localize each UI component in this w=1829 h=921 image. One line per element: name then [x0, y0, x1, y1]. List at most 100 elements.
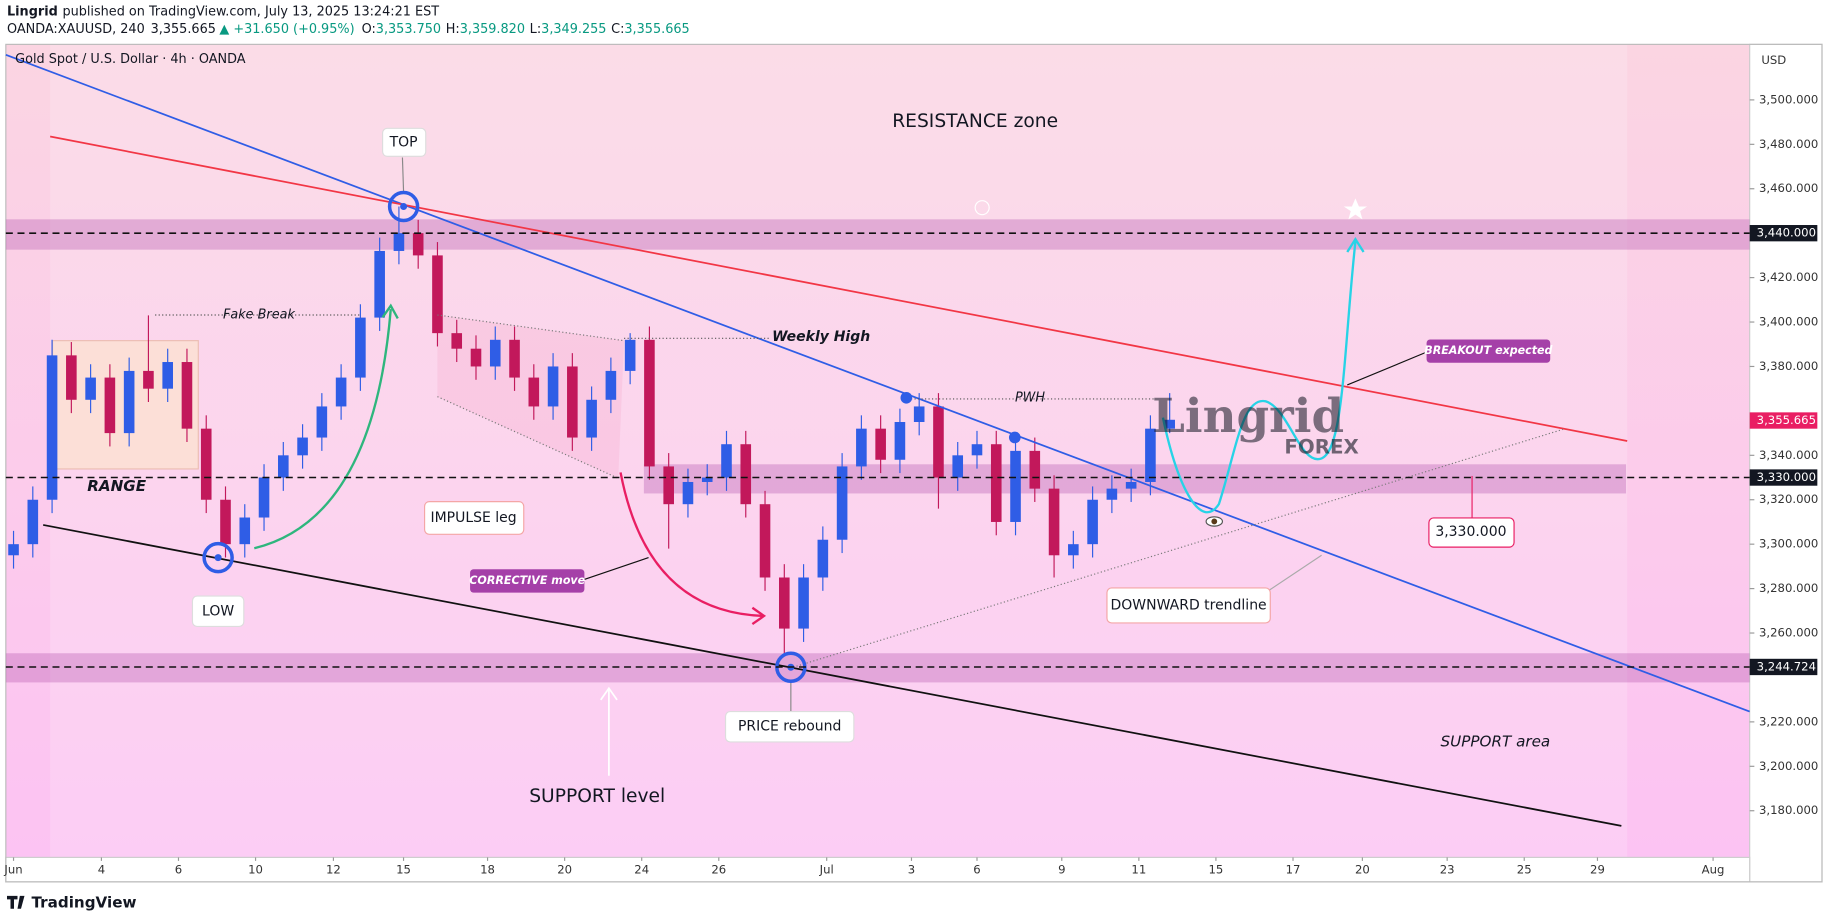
candle-body	[8, 544, 19, 556]
x-tick-label: 10	[248, 863, 263, 877]
last-price-tag	[1749, 412, 1818, 429]
ohlc-key: H:	[446, 22, 460, 37]
candle-body	[1068, 544, 1079, 556]
candle-body	[528, 377, 540, 407]
ohlc-value: 3,349.255	[541, 22, 606, 37]
label-box	[1426, 339, 1551, 363]
candle-body	[104, 377, 116, 434]
candle-body	[393, 233, 405, 251]
candle-body	[335, 377, 347, 407]
low-label: LOW	[202, 603, 234, 619]
watermark: Lingrid	[1152, 389, 1344, 444]
support-area-label: SUPPORT area	[1441, 732, 1551, 750]
candle-body	[952, 455, 964, 478]
y-tick-label: 3,380.000	[1759, 359, 1818, 373]
candle-body	[644, 339, 655, 467]
top-label: TOP	[389, 134, 418, 150]
candle-body	[432, 255, 443, 334]
change: ▲ +31.650 (+0.95%)	[219, 22, 354, 37]
candle-body	[509, 339, 520, 378]
top-marker	[387, 190, 420, 223]
candle-body	[971, 444, 983, 456]
candle-body	[200, 428, 212, 500]
time-axis	[5, 856, 1751, 883]
candle-body	[489, 339, 501, 367]
candle-body	[123, 370, 135, 434]
x-tick-label: 25	[1517, 863, 1532, 877]
y-tick-label: 3,300.000	[1759, 537, 1818, 551]
ohlc-key: C:	[611, 22, 624, 37]
downward-label: DOWNWARD trendline	[1111, 597, 1267, 613]
brand: TradingView	[31, 893, 136, 911]
resistance-band	[5, 219, 1750, 250]
candle-body	[933, 406, 944, 478]
top-dot	[400, 203, 408, 211]
x-tick-label: 15	[1209, 863, 1224, 877]
label-box	[191, 595, 245, 628]
candle-body	[894, 421, 906, 460]
label-box	[1428, 517, 1515, 548]
level-tag	[1749, 225, 1818, 242]
candle-body	[759, 504, 771, 578]
ohlc-key: O:	[362, 22, 376, 37]
x-tick-label: 24	[634, 863, 649, 877]
x-tick-label: 3	[908, 863, 915, 877]
pwh-label: PWH	[1015, 390, 1045, 405]
label-box	[424, 501, 525, 535]
x-tick-label: Jul	[819, 863, 834, 877]
y-tick-label: 3,500.000	[1759, 92, 1818, 106]
candle-body	[856, 428, 867, 467]
label-box	[382, 127, 427, 157]
candle-body	[374, 250, 385, 318]
support-arrow	[600, 686, 618, 776]
x-tick-label: 6	[973, 863, 980, 877]
eye-pupil	[1211, 518, 1218, 525]
candle-body	[779, 577, 790, 629]
level-label: 3,244.724	[1757, 659, 1816, 673]
y-tick-label: 3,320.000	[1759, 492, 1818, 506]
quote-line: OANDA:XAUUSD, 240 3,355.665 ▲ +31.650 (+0.…	[7, 22, 690, 37]
price: 3,355.665	[151, 22, 216, 37]
candle-body	[1164, 419, 1175, 429]
candle-body	[278, 455, 289, 478]
y-tick-label: 3,220.000	[1759, 714, 1818, 728]
level-label: 3,330.000	[1757, 470, 1816, 484]
x-tick-label: 26	[711, 863, 726, 877]
candle-body	[547, 366, 559, 407]
fake-break-label: Fake Break	[223, 307, 295, 322]
impulse-arrowhead	[381, 303, 399, 320]
candle-body	[1125, 481, 1137, 489]
candle-body	[624, 339, 636, 371]
candle-body	[1145, 428, 1156, 482]
y-tick-label: 3,340.000	[1759, 448, 1818, 462]
candle-body	[46, 355, 58, 500]
breakout-label: BREAKOUT expected	[1424, 344, 1553, 357]
candle-body	[913, 406, 925, 422]
candles	[8, 206, 1175, 656]
y-tick-label: 3,200.000	[1759, 759, 1818, 773]
candle-body	[798, 577, 809, 629]
callout-label: 3,330.000	[1435, 524, 1506, 540]
label-box	[470, 569, 585, 593]
x-tick-label: 6	[175, 863, 182, 877]
frame	[5, 43, 1823, 883]
candle-body	[451, 333, 463, 349]
ohlc-key: L:	[530, 22, 541, 37]
low-marker	[202, 541, 234, 574]
candle-body	[663, 466, 674, 505]
rising-line	[793, 428, 1564, 668]
candle-body	[162, 362, 173, 389]
x-tick-label: Jun	[3, 863, 22, 877]
watermark-sub: FOREX	[1284, 435, 1358, 458]
candle-body	[1087, 499, 1098, 545]
x-tick-label: 15	[396, 863, 411, 877]
x-tick-label: 9	[1058, 863, 1065, 877]
candle-body	[721, 444, 732, 478]
candle-body	[297, 437, 308, 456]
candle-body	[567, 366, 578, 438]
label-box	[724, 710, 855, 743]
candle-body	[85, 377, 96, 400]
x-tick-label: 23	[1440, 863, 1455, 877]
projection-arrowhead	[1346, 236, 1365, 253]
